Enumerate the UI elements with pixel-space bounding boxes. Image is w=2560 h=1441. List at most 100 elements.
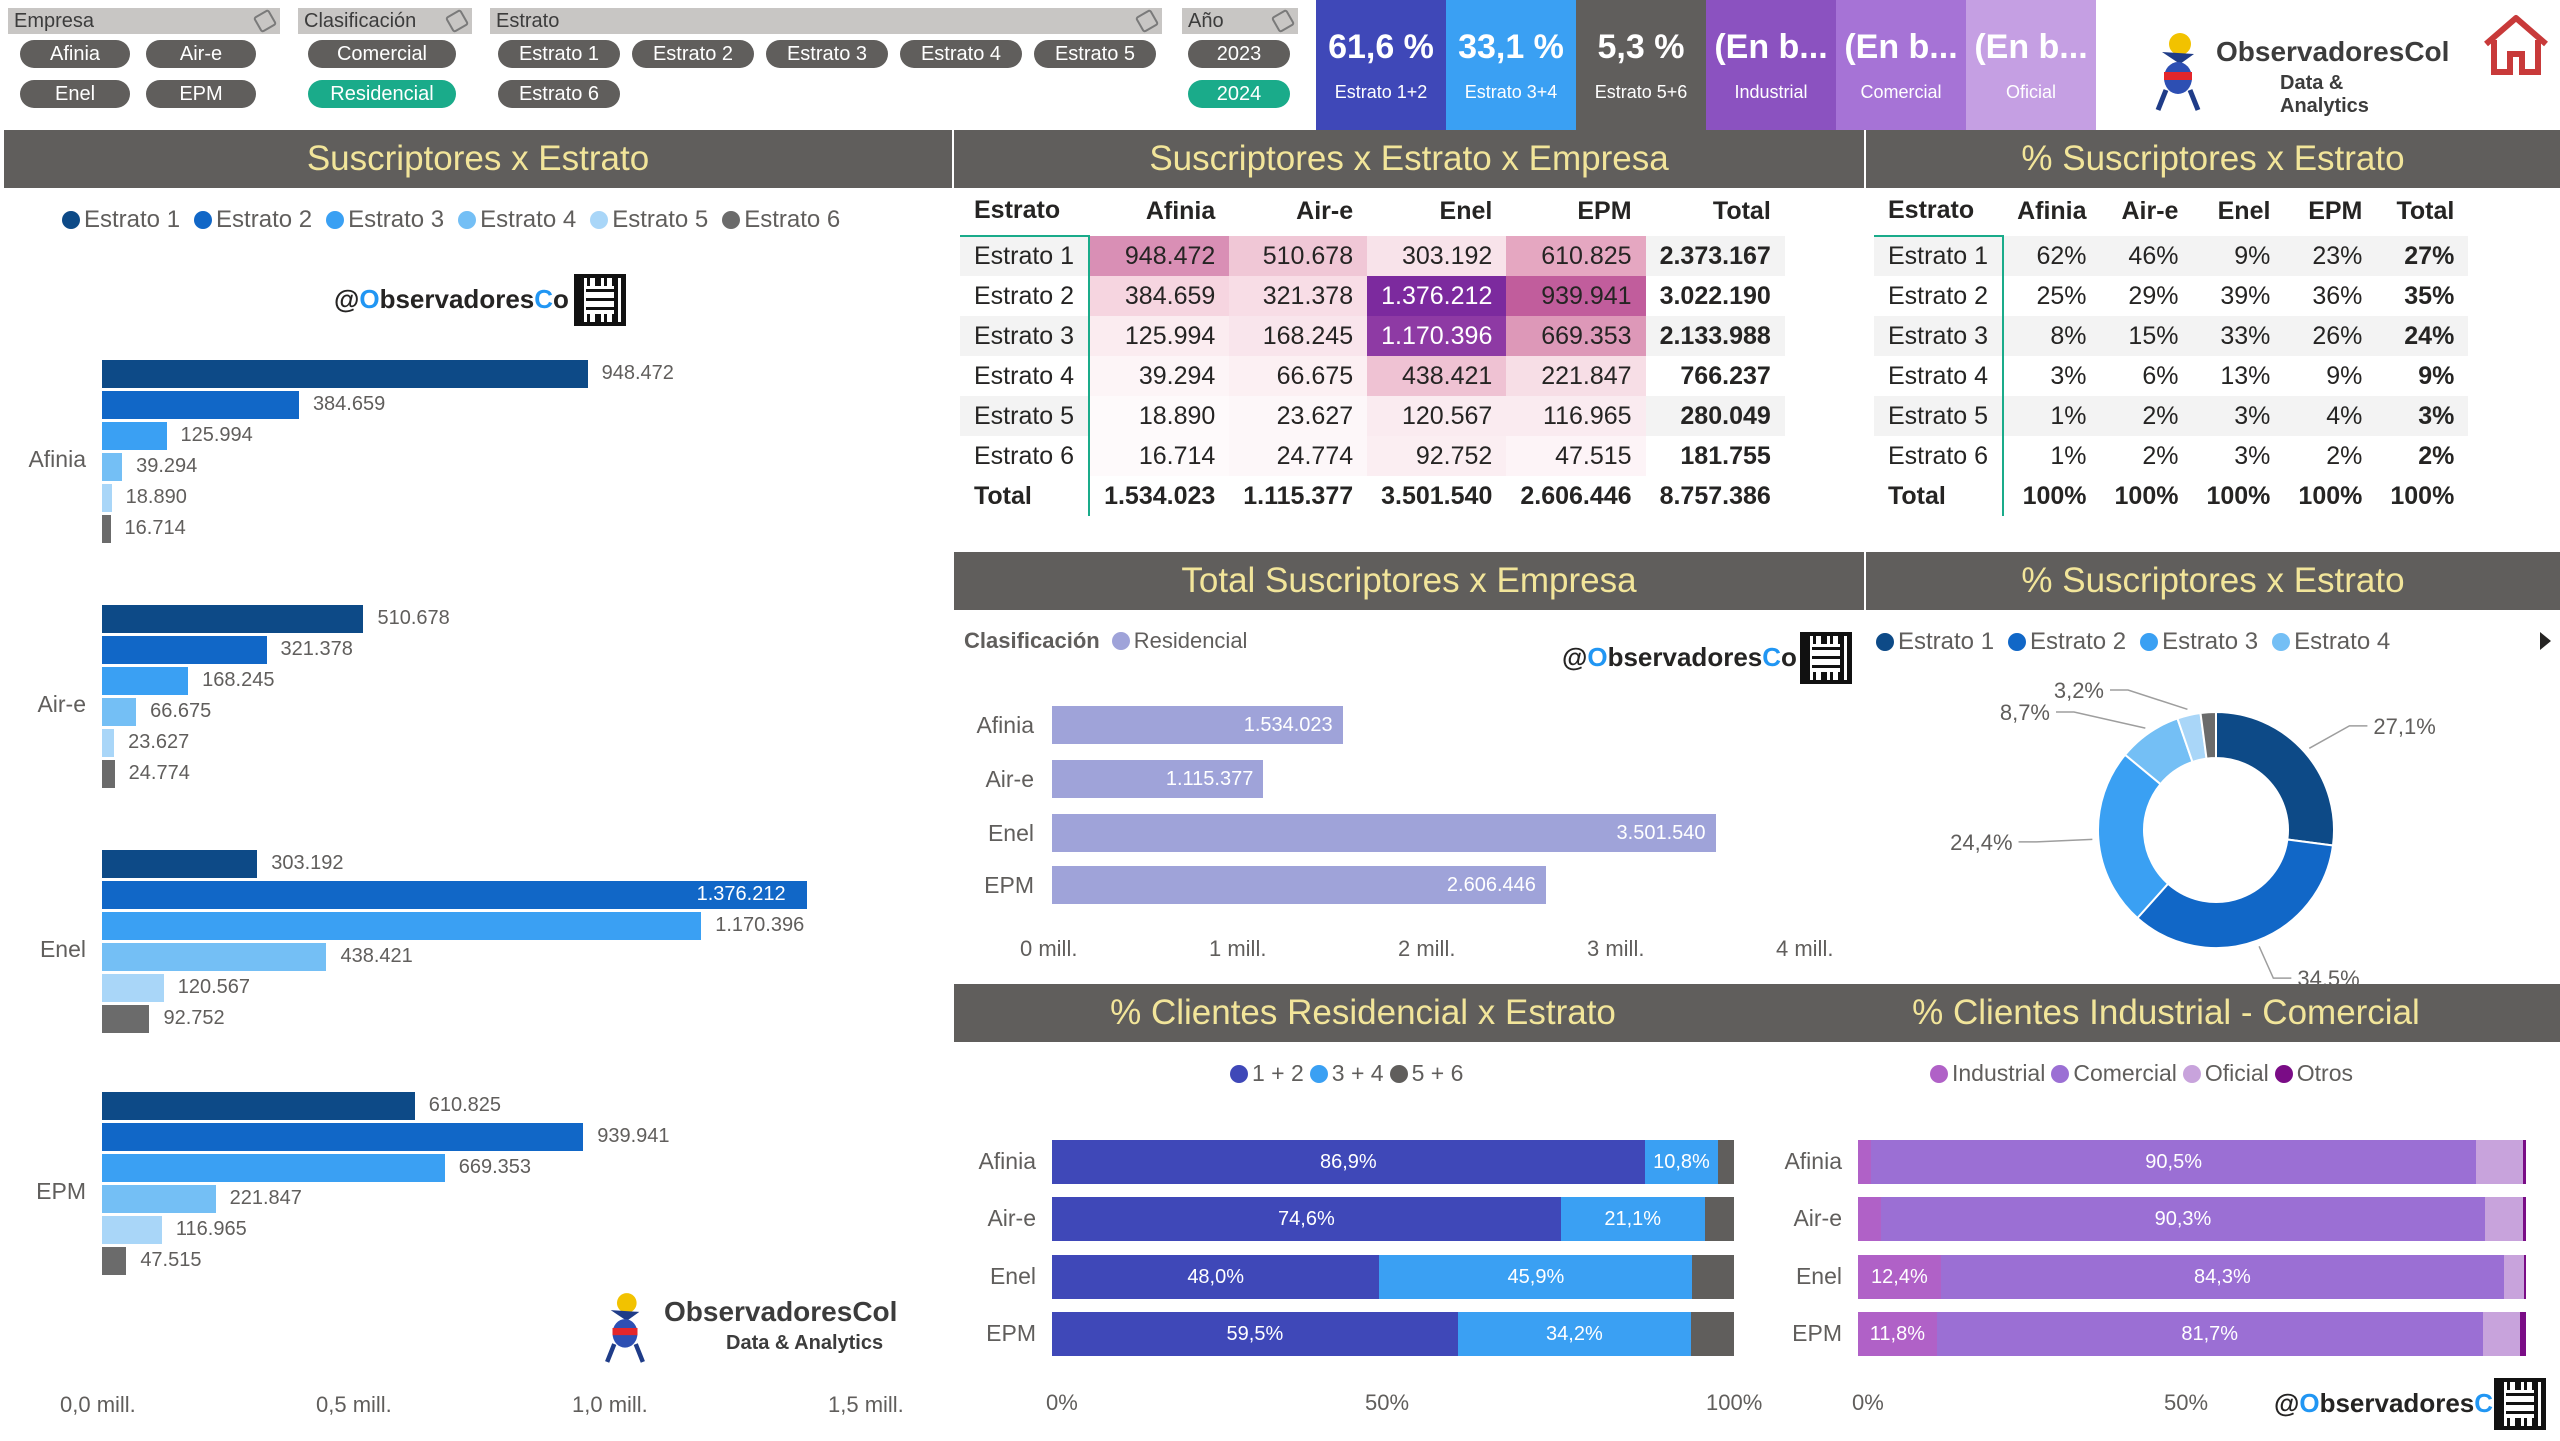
bar[interactable]	[102, 850, 258, 878]
bar[interactable]	[102, 360, 588, 388]
bar-segment[interactable]	[1718, 1140, 1734, 1184]
bar[interactable]	[102, 698, 137, 726]
legend-item[interactable]: Residencial	[1111, 628, 1247, 654]
empresa-chip-epm[interactable]: EPM	[146, 80, 256, 108]
column-header-sort[interactable]: Estrato	[960, 186, 1090, 237]
donut-slice[interactable]	[2199, 710, 2217, 760]
clasificacion-chip-residencial[interactable]: Residencial	[308, 80, 456, 108]
legend-item[interactable]: Otros	[2274, 1060, 2353, 1087]
bar-segment[interactable]	[2484, 1197, 2523, 1241]
column-header[interactable]: EPM	[2308, 196, 2363, 225]
bar-segment[interactable]	[2475, 1140, 2523, 1184]
bar[interactable]	[102, 484, 112, 512]
bar-segment[interactable]	[1704, 1197, 1734, 1241]
column-header[interactable]: Total	[1712, 196, 1771, 225]
bar[interactable]	[102, 636, 267, 664]
bar-segment[interactable]	[1692, 1255, 1734, 1299]
bar-segment[interactable]	[2523, 1255, 2526, 1299]
empresa-chip-afinia[interactable]: Afinia	[20, 40, 130, 68]
bar[interactable]	[102, 1216, 162, 1244]
anio-chip-2024[interactable]: 2024	[1188, 80, 1290, 108]
bar[interactable]	[102, 760, 115, 788]
column-header-sort[interactable]: Estrato	[1874, 186, 2004, 237]
legend-item[interactable]: Estrato 4	[458, 206, 576, 234]
bar-segment[interactable]	[1858, 1140, 1872, 1184]
legend-item[interactable]: 5 + 6	[1389, 1060, 1463, 1087]
legend-item[interactable]: Industrial	[1930, 1060, 2045, 1087]
bar[interactable]	[102, 729, 115, 757]
column-header[interactable]: Total	[2396, 196, 2455, 225]
bar[interactable]	[102, 912, 702, 940]
legend-item[interactable]: Estrato 2	[194, 206, 312, 234]
legend-item[interactable]: Estrato 1	[62, 206, 180, 234]
clear-filter-icon[interactable]	[252, 8, 278, 34]
legend-item[interactable]: Estrato 1	[1876, 628, 1994, 656]
bar[interactable]	[1052, 760, 1264, 798]
column-header[interactable]: Enel	[1439, 196, 1493, 225]
legend-item[interactable]: Estrato 6	[722, 206, 840, 234]
legend-item[interactable]: Estrato 2	[2008, 628, 2126, 656]
bar-segment[interactable]	[2522, 1140, 2526, 1184]
bar-segment[interactable]: 81,7%	[1936, 1312, 2483, 1356]
bar[interactable]	[102, 605, 364, 633]
legend-item[interactable]: Estrato 3	[2140, 628, 2258, 656]
bar[interactable]	[102, 1123, 584, 1151]
column-header[interactable]: Enel	[2217, 196, 2271, 225]
column-header[interactable]: Afinia	[2017, 196, 2087, 225]
legend-item[interactable]: Estrato 5	[590, 206, 708, 234]
estrato-chip-5[interactable]: Estrato 5	[1034, 40, 1156, 68]
legend-item[interactable]: 3 + 4	[1309, 1060, 1384, 1087]
anio-chip-2023[interactable]: 2023	[1188, 40, 1290, 68]
bar[interactable]	[102, 974, 164, 1002]
bar[interactable]	[102, 422, 167, 450]
column-header[interactable]: Air-e	[1296, 196, 1354, 225]
bar[interactable]	[102, 515, 111, 543]
legend-item[interactable]: Estrato 3	[326, 206, 444, 234]
legend-item[interactable]: 1 + 2	[1230, 1060, 1304, 1087]
bar[interactable]	[1052, 814, 1716, 852]
legend-item[interactable]: Oficial	[2182, 1060, 2269, 1087]
estrato-chip-3[interactable]: Estrato 3	[766, 40, 888, 68]
legend-item[interactable]: Comercial	[2051, 1060, 2177, 1087]
bar[interactable]	[102, 1247, 127, 1275]
bar-segment[interactable]	[2519, 1312, 2526, 1356]
column-header[interactable]: Air-e	[2121, 196, 2179, 225]
bar-segment[interactable]: 86,9%	[1052, 1140, 1645, 1184]
estrato-chip-4[interactable]: Estrato 4	[900, 40, 1022, 68]
home-icon[interactable]	[2480, 12, 2552, 78]
bar-segment[interactable]: 34,2%	[1457, 1312, 1692, 1356]
bar-segment[interactable]	[2482, 1312, 2520, 1356]
bar-segment[interactable]	[1858, 1197, 1882, 1241]
estrato-chip-6[interactable]: Estrato 6	[498, 80, 620, 108]
clear-filter-icon[interactable]	[1270, 8, 1296, 34]
bar[interactable]	[102, 881, 807, 909]
clear-filter-icon[interactable]	[444, 8, 470, 34]
bar[interactable]	[102, 1154, 445, 1182]
bar-segment[interactable]: 84,3%	[1940, 1255, 2504, 1299]
bar-segment[interactable]: 21,1%	[1560, 1197, 1705, 1241]
column-header[interactable]: EPM	[1577, 196, 1632, 225]
bar[interactable]	[102, 453, 123, 481]
bar[interactable]	[1052, 866, 1546, 904]
column-header[interactable]: Afinia	[1145, 196, 1216, 225]
estrato-chip-2[interactable]: Estrato 2	[632, 40, 754, 68]
donut-slice[interactable]	[2215, 710, 2335, 847]
bar[interactable]	[102, 1092, 415, 1120]
legend-scroll-icon[interactable]	[2540, 632, 2551, 650]
bar[interactable]	[102, 1005, 150, 1033]
donut-slice[interactable]	[2135, 838, 2335, 949]
bar-segment[interactable]: 12,4%	[1858, 1255, 1941, 1299]
bar[interactable]	[1052, 706, 1343, 744]
legend-item[interactable]: Estrato 4	[2272, 628, 2390, 656]
clasificacion-chip-comercial[interactable]: Comercial	[308, 40, 456, 68]
bar-segment[interactable]	[2522, 1197, 2526, 1241]
bar-segment[interactable]: 10,8%	[1644, 1140, 1719, 1184]
bar-segment[interactable]: 90,5%	[1871, 1140, 2476, 1184]
empresa-chip-aire[interactable]: Air-e	[146, 40, 256, 68]
clear-filter-icon[interactable]	[1134, 8, 1160, 34]
estrato-chip-1[interactable]: Estrato 1	[498, 40, 620, 68]
bar[interactable]	[102, 943, 327, 971]
bar-segment[interactable]	[2503, 1255, 2524, 1299]
bar-segment[interactable]: 74,6%	[1052, 1197, 1561, 1241]
bar-segment[interactable]	[1691, 1312, 1734, 1356]
